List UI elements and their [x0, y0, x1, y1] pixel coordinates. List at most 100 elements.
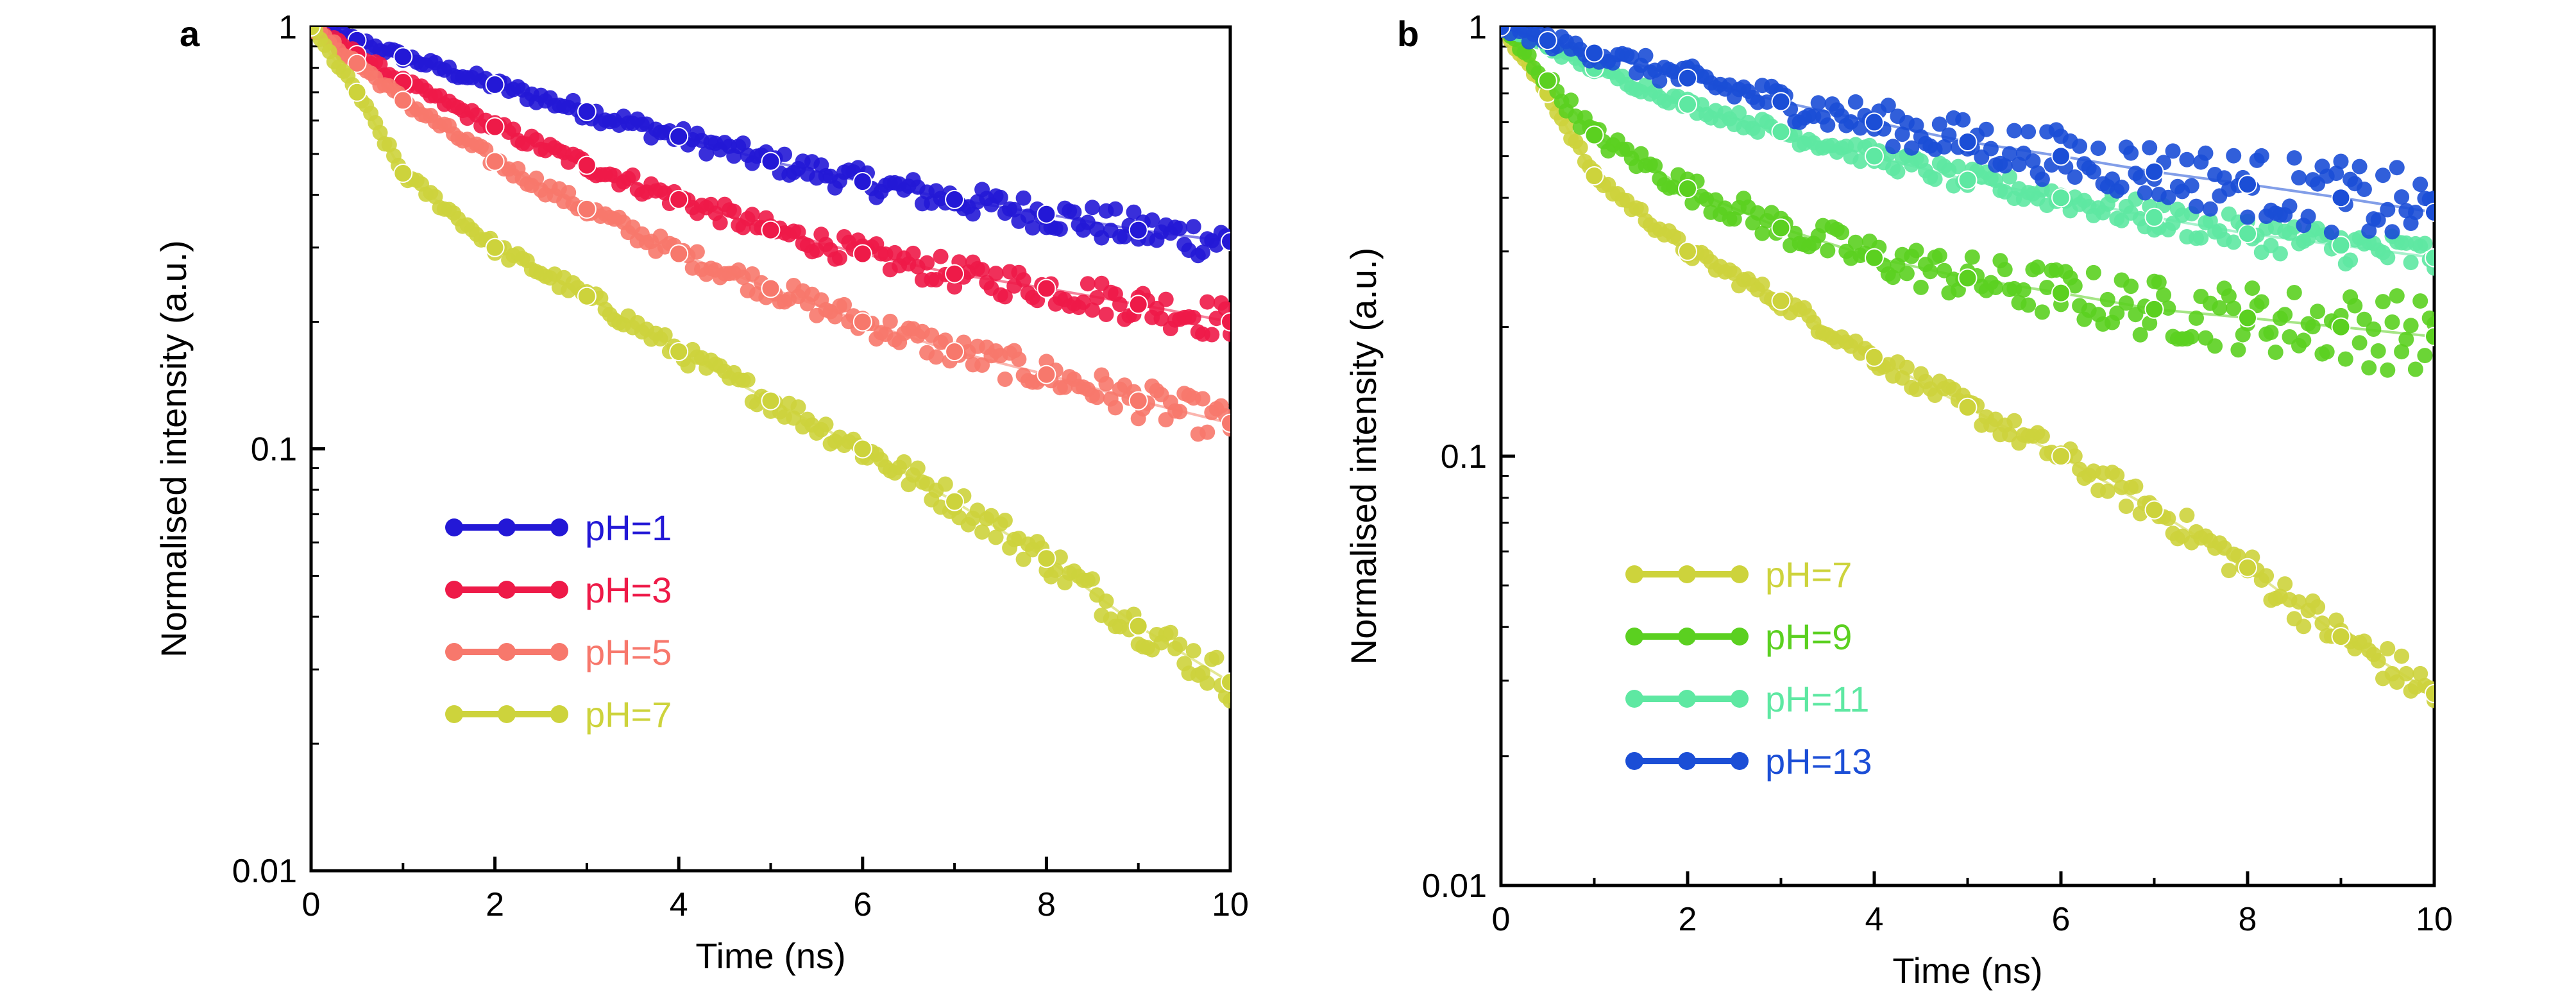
data-point [2351, 335, 2368, 351]
legend-marker [1625, 628, 1643, 646]
data-point [2085, 264, 2101, 280]
data-point [896, 454, 912, 470]
data-point-key [669, 126, 689, 146]
data-point-key [945, 189, 965, 209]
data-point [1162, 624, 1178, 640]
data-point [2021, 297, 2037, 313]
data-point-key [2238, 558, 2257, 577]
data-point [1223, 693, 1230, 709]
data-point [744, 207, 760, 223]
data-point [992, 189, 1008, 205]
data-point-key [1771, 218, 1791, 238]
data-point [1098, 593, 1114, 609]
data-point [689, 244, 705, 260]
data-point [2253, 294, 2269, 310]
series-line [1501, 27, 2434, 695]
data-point [2114, 179, 2130, 195]
data-point [1098, 307, 1114, 322]
data-point-key [1037, 278, 1056, 298]
data-point-key [1958, 132, 1978, 151]
data-point [1047, 562, 1063, 578]
data-point [2109, 467, 2125, 483]
data-point [2314, 615, 2330, 631]
data-point [1199, 675, 1216, 691]
data-point [1988, 280, 2004, 295]
data-point-key [1221, 232, 1230, 252]
legend-label: pH=7 [1765, 554, 1852, 595]
data-point [2277, 307, 2293, 323]
data-point-key [1538, 31, 1557, 51]
data-point [2343, 252, 2359, 268]
data-point [1894, 126, 1910, 142]
data-point [2403, 255, 2419, 271]
data-point [1204, 327, 1220, 343]
data-point [1558, 119, 1574, 135]
data-point [818, 416, 834, 432]
data-point [1652, 73, 1668, 89]
data-point [2370, 653, 2386, 669]
data-point [1978, 121, 1994, 137]
legend-marker [1678, 628, 1696, 646]
data-point [974, 357, 990, 373]
data-point [1931, 116, 1947, 132]
data-point [2123, 145, 2139, 161]
data-point [836, 296, 852, 312]
data-point [2380, 362, 2396, 378]
legend-marker [1625, 565, 1643, 583]
data-point [2118, 295, 2134, 311]
data-point [2370, 212, 2386, 228]
data-point-key [2238, 175, 2257, 194]
legend-marker [498, 581, 516, 599]
data-point [1847, 234, 1863, 250]
data-point [2263, 325, 2279, 341]
legend-marker [1731, 628, 1749, 646]
data-point-key [2051, 188, 2071, 208]
data-point-key [2051, 447, 2071, 466]
data-point [2398, 331, 2414, 347]
data-point [2021, 124, 2037, 140]
data-point [1754, 277, 1770, 293]
legend-marker [550, 705, 568, 723]
data-point-key [2425, 202, 2434, 222]
data-point [2006, 123, 2022, 139]
data-point [928, 349, 944, 365]
legend-label: pH=7 [585, 694, 672, 735]
data-point [1890, 164, 1906, 180]
data-point-key [2238, 308, 2257, 328]
data-point [2099, 291, 2115, 307]
data-point [1847, 94, 1863, 110]
x-axis-title: Time (ns) [695, 936, 845, 976]
data-point-key [2144, 162, 2164, 182]
data-point [1052, 221, 1068, 237]
data-point [1089, 290, 1105, 305]
data-point [2221, 288, 2237, 304]
data-point-key [1221, 672, 1230, 692]
data-point [1085, 302, 1100, 318]
data-point [625, 167, 641, 183]
data-point-key [852, 312, 872, 332]
data-point [933, 248, 949, 264]
y-tick-label: 0.01 [232, 853, 297, 890]
data-point [947, 279, 963, 295]
legend-marker [498, 518, 516, 536]
data-point-key [852, 439, 872, 459]
data-point [1172, 637, 1188, 653]
data-point [2179, 508, 2195, 524]
data-point [2347, 298, 2363, 314]
data-point-key [761, 278, 781, 298]
data-point-key [1771, 291, 1791, 311]
data-point-key [1865, 347, 1884, 367]
data-point [2328, 166, 2344, 182]
y-tick-label: 0.1 [251, 431, 297, 468]
data-point [1754, 225, 1770, 241]
data-point [1085, 571, 1100, 587]
data-point [1153, 311, 1169, 327]
data-point-key [945, 264, 965, 284]
data-point-key [311, 27, 321, 37]
data-point [1955, 112, 1971, 128]
legend-item-ph-7: pH=7 [1625, 554, 1852, 595]
data-point [2118, 499, 2134, 514]
data-point [2272, 246, 2288, 262]
x-tick-label: 6 [2052, 901, 2071, 938]
